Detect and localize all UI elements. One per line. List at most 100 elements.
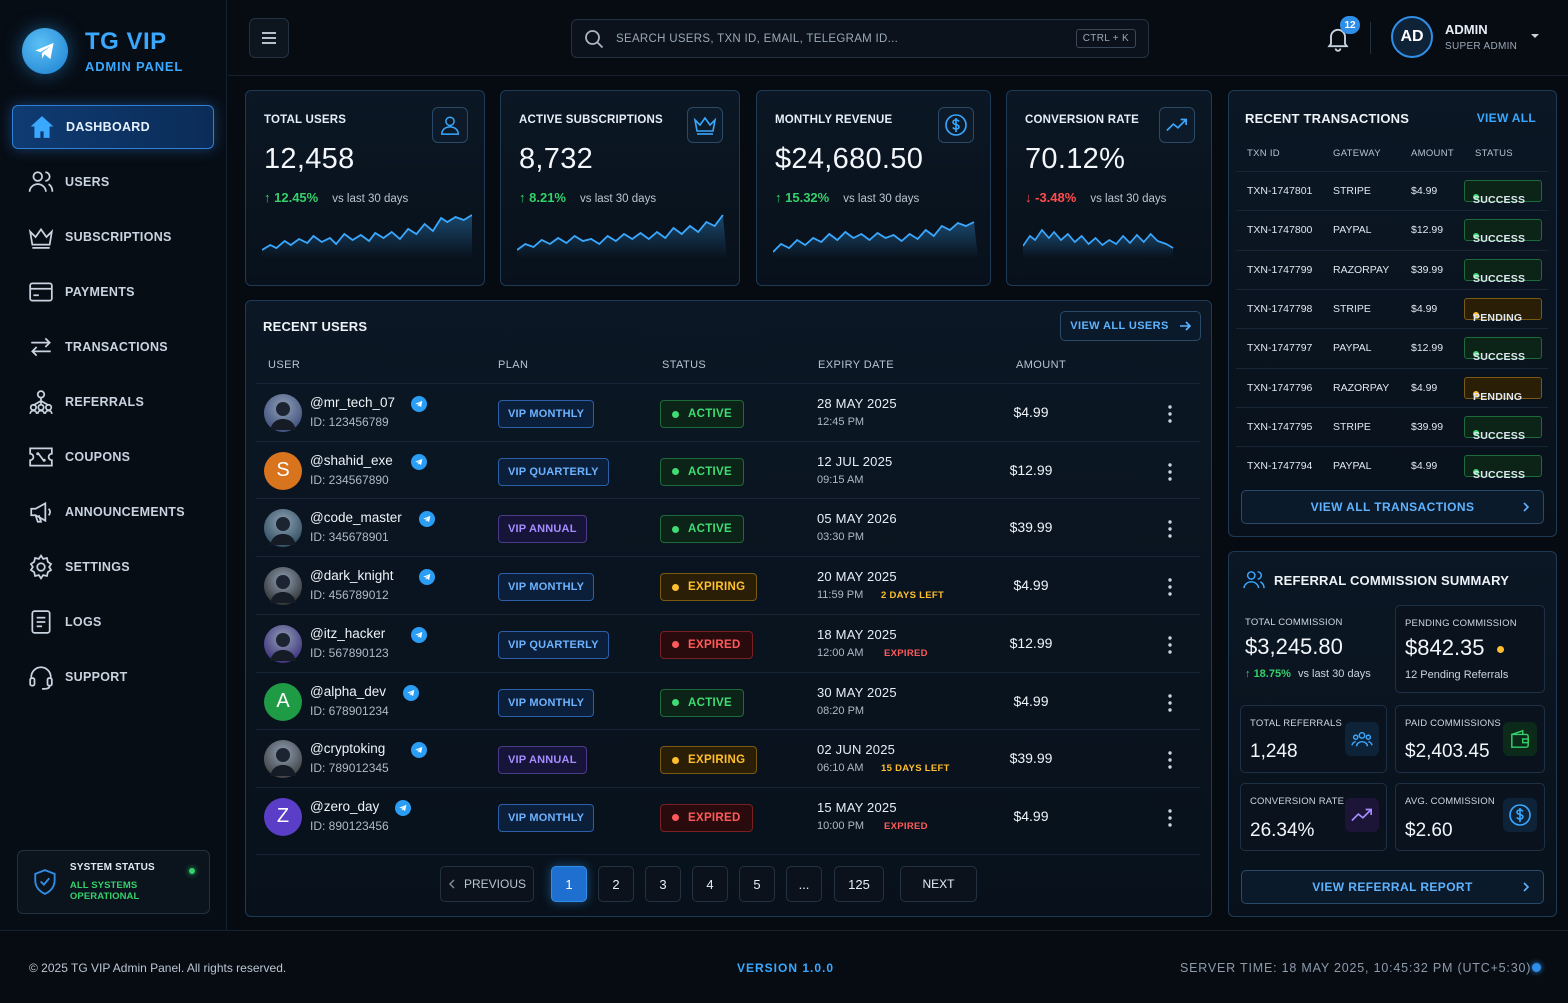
username[interactable]: @dark_knight — [310, 568, 394, 584]
more-options-icon[interactable] — [1166, 750, 1174, 770]
dollar-circle-icon — [1503, 798, 1537, 832]
more-options-icon[interactable] — [1166, 404, 1174, 424]
more-options-icon[interactable] — [1166, 462, 1174, 482]
sidebar-nav: DASHBOARD USERS SUBSCRIPTIONS PAYMENTS TRANS… — [12, 105, 214, 710]
avatar[interactable] — [264, 567, 302, 606]
page-button-1[interactable]: 1 — [551, 866, 587, 902]
avatar[interactable] — [264, 394, 302, 432]
sidebar-item-announcements[interactable]: ANNOUNCEMENTS — [12, 490, 214, 534]
search-input[interactable] — [616, 32, 1076, 45]
sidebar-item-logs[interactable]: LOGS — [12, 600, 214, 644]
transaction-row[interactable]: TXN-1747801 STRIPE $4.99 SUCCESS — [1236, 171, 1548, 210]
table-row[interactable]: @cryptoking ID: 789012345 VIP ANNUAL EXPIRI… — [256, 729, 1200, 787]
username[interactable]: @code_master — [310, 510, 402, 526]
avatar[interactable]: S — [264, 451, 302, 490]
avatar[interactable]: Z — [264, 797, 302, 836]
transaction-row[interactable]: TXN-1747799 RAZORPAY $39.99 SUCCESS — [1236, 249, 1548, 289]
brand-name: TG VIP — [85, 27, 167, 55]
stat-change: ↑ 12.45% vs last 30 days — [264, 190, 408, 205]
tx-status-label: SUCCESS — [1473, 429, 1526, 442]
status-badge: ACTIVE — [660, 515, 744, 544]
sidebar-item-support[interactable]: SUPPORT — [12, 655, 214, 699]
status-badge: EXPIRED — [660, 630, 753, 659]
status-dot — [672, 756, 679, 764]
more-options-icon[interactable] — [1166, 577, 1174, 597]
more-options-icon[interactable] — [1166, 693, 1174, 713]
table-row[interactable]: @code_master ID: 345678901 VIP ANNUAL ACTIV… — [256, 498, 1200, 556]
more-options-icon[interactable] — [1166, 519, 1174, 539]
transaction-row[interactable]: TXN-1747797 PAYPAL $12.99 SUCCESS — [1236, 328, 1548, 367]
username[interactable]: @zero_day — [310, 798, 380, 814]
sidebar-item-subscriptions[interactable]: SUBSCRIPTIONS — [12, 215, 214, 259]
sidebar-item-settings[interactable]: SETTINGS — [12, 545, 214, 589]
sidebar-item-coupons[interactable]: COUPONS — [12, 435, 214, 479]
hamburger-icon — [262, 32, 276, 44]
page-button-2[interactable]: 2 — [598, 866, 634, 902]
page-button-5[interactable]: 5 — [739, 866, 775, 902]
user-id: ID: 567890123 — [310, 645, 389, 660]
stat-card-conversion-rate[interactable]: CONVERSION RATE 70.12% ↓ -3.48% vs last 30 … — [1006, 90, 1212, 286]
status-badge: EXPIRING — [660, 573, 758, 602]
table-row[interactable]: @dark_knight ID: 456789012 VIP MONTHLY EXPI… — [256, 556, 1200, 614]
avatar[interactable] — [264, 509, 302, 548]
avatar[interactable] — [264, 740, 302, 779]
page-button-3[interactable]: 3 — [645, 866, 681, 902]
plan-badge: VIP ANNUAL — [498, 515, 587, 544]
sidebar: TG VIP ADMIN PANEL DASHBOARD USERS SUBSCRI… — [0, 0, 227, 930]
avatar[interactable]: A — [264, 682, 302, 721]
stat-card-active-subscriptions[interactable]: ACTIVE SUBSCRIPTIONS 8,732 ↑ 8.21% vs last … — [500, 90, 740, 286]
username[interactable]: @itz_hacker — [310, 625, 386, 641]
avatar[interactable] — [264, 624, 302, 663]
more-options-icon[interactable] — [1166, 635, 1174, 655]
username[interactable]: @shahid_exe — [310, 452, 393, 468]
brand[interactable]: TG VIP ADMIN PANEL — [22, 28, 183, 74]
caret-down-icon[interactable] — [1529, 30, 1541, 42]
username[interactable]: @alpha_dev — [310, 683, 387, 699]
status-dot — [672, 410, 679, 418]
sidebar-item-label: USERS — [65, 175, 110, 189]
tx-status-badge: SUCCESS — [1464, 258, 1542, 285]
view-all-transactions-button[interactable]: VIEW ALL TRANSACTIONS — [1241, 490, 1544, 524]
status-label: EXPIRED — [688, 638, 741, 651]
table-row[interactable]: Z @zero_day ID: 890123456 VIP MONTHLY EXPIRE… — [256, 786, 1200, 845]
menu-toggle-button[interactable] — [249, 18, 289, 58]
referral-network-icon — [28, 389, 65, 415]
transaction-row[interactable]: TXN-1747795 STRIPE $39.99 SUCCESS — [1236, 406, 1548, 446]
view-referral-report-button[interactable]: VIEW REFERRAL REPORT — [1241, 870, 1544, 904]
sidebar-item-dashboard[interactable]: DASHBOARD — [12, 105, 214, 149]
sparkline-chart — [516, 214, 727, 263]
pending-commission-value: $842.35 — [1405, 635, 1504, 661]
transaction-row[interactable]: TXN-1747794 PAYPAL $4.99 SUCCESS — [1236, 446, 1548, 485]
sidebar-item-users[interactable]: USERS — [12, 160, 214, 204]
next-page-button[interactable]: NEXT — [900, 866, 977, 902]
table-row[interactable]: S @shahid_exe ID: 234567890 VIP QUARTERLY AC… — [256, 440, 1200, 499]
username[interactable]: @mr_tech_07 — [310, 395, 395, 410]
sidebar-item-payments[interactable]: PAYMENTS — [12, 270, 214, 314]
more-options-icon[interactable] — [1166, 808, 1174, 828]
transaction-row[interactable]: TXN-1747798 STRIPE $4.99 PENDING — [1236, 288, 1548, 328]
view-all-users-button[interactable]: VIEW ALL USERS — [1060, 311, 1201, 341]
page-button-4[interactable]: 4 — [692, 866, 728, 902]
table-row[interactable]: @itz_hacker ID: 567890123 VIP QUARTERLY EXP… — [256, 613, 1200, 672]
stat-card-total-users[interactable]: TOTAL USERS 12,458 ↑ 12.45% vs last 30 days — [245, 90, 485, 286]
table-row[interactable]: @mr_tech_07 ID: 123456789 VIP MONTHLY ACTIV… — [256, 383, 1200, 441]
sidebar-item-referrals[interactable]: REFERRALS — [12, 380, 214, 424]
page-button-125[interactable]: 125 — [834, 866, 884, 902]
previous-page-button[interactable]: PREVIOUS — [440, 866, 534, 902]
expiry-date: 28 MAY 2025 — [817, 396, 897, 411]
transaction-row[interactable]: TXN-1747800 PAYPAL $12.99 SUCCESS — [1236, 210, 1548, 249]
status-dot — [1473, 429, 1479, 436]
status-label: ACTIVE — [688, 696, 732, 709]
table-row[interactable]: A @alpha_dev ID: 678901234 VIP MONTHLY ACTIV… — [256, 671, 1200, 730]
topbar: CTRL + K 12 AD ADMIN SUPER ADMIN — [228, 0, 1568, 76]
transaction-row[interactable]: TXN-1747796 RAZORPAY $4.99 PENDING — [1236, 367, 1548, 407]
chevron-right-icon — [1523, 882, 1530, 892]
sidebar-item-transactions[interactable]: TRANSACTIONS — [12, 325, 214, 369]
username[interactable]: @cryptoking — [310, 741, 386, 757]
expiry-date: 15 MAY 2025 — [817, 799, 897, 815]
admin-avatar[interactable]: AD — [1391, 16, 1433, 58]
plan-badge: VIP QUARTERLY — [498, 630, 609, 659]
stat-card-monthly-revenue[interactable]: MONTHLY REVENUE $24,680.50 ↑ 15.32% vs last… — [756, 90, 991, 286]
view-all-transactions-link[interactable]: VIEW ALL — [1476, 111, 1536, 125]
tx-status-badge: PENDING — [1464, 376, 1542, 403]
